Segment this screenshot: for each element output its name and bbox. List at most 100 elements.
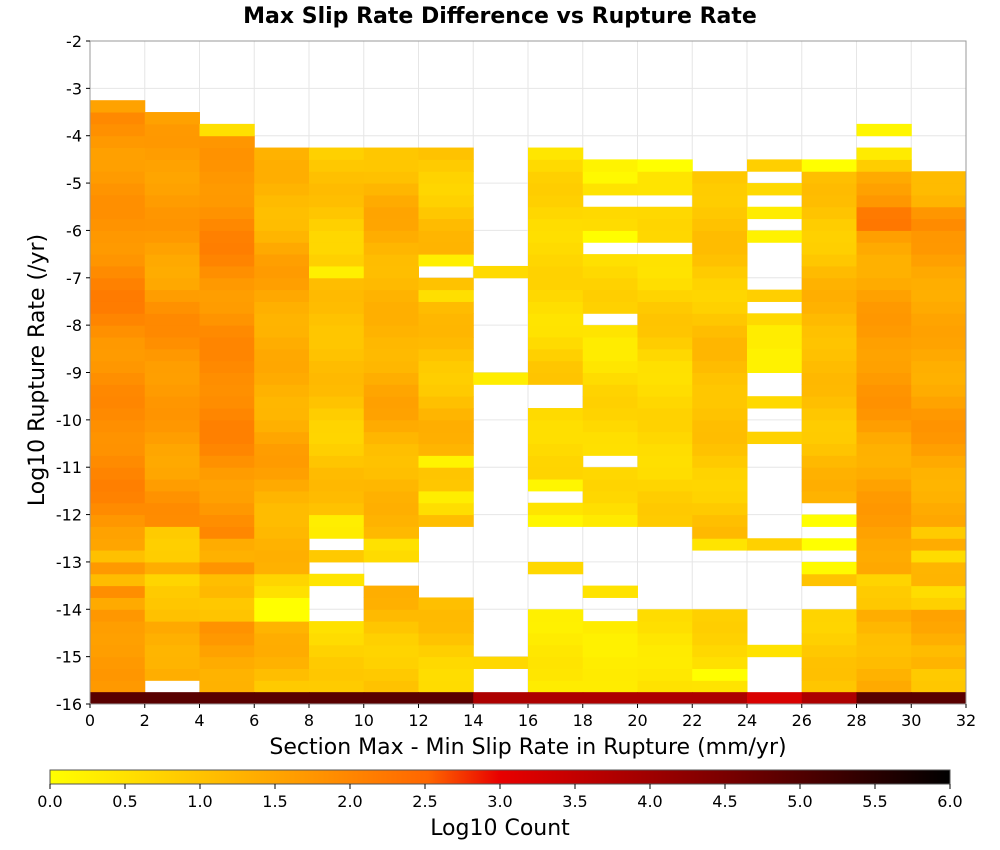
heatmap-cell: [199, 289, 255, 302]
heatmap-cell: [254, 455, 310, 468]
heatmap-cell: [254, 254, 310, 267]
heatmap-cell: [582, 680, 638, 693]
heatmap-cell: [363, 206, 419, 220]
heatmap-cell: [90, 573, 146, 587]
heatmap-cell: [199, 171, 255, 184]
heatmap-cell: [418, 644, 474, 658]
y-tick-label: -9: [66, 364, 82, 383]
heatmap-cell: [144, 348, 200, 362]
heatmap-cell: [692, 609, 748, 622]
heatmap-cell: [747, 538, 803, 551]
heatmap-cell: [418, 431, 474, 445]
heatmap-cell: [582, 336, 638, 350]
heatmap-cell: [801, 159, 857, 172]
heatmap-cell: [692, 632, 748, 646]
heatmap-cell: [801, 573, 857, 587]
heatmap-cell: [582, 384, 638, 397]
heatmap-cell: [144, 668, 200, 681]
heatmap-cell: [199, 408, 255, 421]
heatmap-cell: [90, 585, 146, 598]
heatmap-cell: [856, 171, 912, 184]
heatmap-cell: [528, 680, 584, 693]
heatmap-cell: [254, 609, 310, 622]
heatmap-cell: [144, 159, 200, 172]
heatmap-cell: [856, 632, 912, 646]
heatmap-cell: [199, 301, 255, 314]
heatmap-cell: [144, 443, 200, 456]
heatmap-cell: [90, 336, 146, 350]
heatmap-cell: [144, 419, 200, 433]
heatmap-cell: [90, 135, 146, 149]
heatmap-cell: [801, 313, 857, 326]
heatmap-cell: [582, 171, 638, 184]
heatmap-cell-floor: [363, 692, 419, 704]
heatmap-cell: [801, 372, 857, 385]
heatmap-cell: [582, 396, 638, 409]
heatmap-cell: [692, 680, 748, 693]
heatmap-cell: [254, 289, 310, 302]
heatmap-cell: [856, 597, 912, 610]
heatmap-cell: [144, 396, 200, 409]
heatmap-cell: [363, 550, 419, 563]
heatmap-cell: [309, 242, 365, 255]
heatmap-cell: [309, 490, 365, 504]
heatmap-cell: [528, 514, 584, 527]
heatmap-cell: [528, 313, 584, 326]
heatmap-cell: [144, 408, 200, 421]
heatmap-cell: [747, 348, 803, 373]
heatmap-cell: [637, 171, 693, 184]
heatmap-cell: [199, 550, 255, 563]
heatmap-cell: [528, 360, 584, 373]
heatmap-cell: [144, 573, 200, 587]
heatmap-cell: [582, 644, 638, 658]
heatmap-cell: [90, 183, 146, 196]
heatmap-cell: [911, 301, 967, 314]
heatmap-cell: [363, 242, 419, 255]
heatmap-cell: [418, 336, 474, 350]
heatmap-cell: [911, 455, 967, 468]
heatmap-cell: [254, 171, 310, 184]
x-tick-label: 32: [956, 711, 976, 730]
heatmap-cell: [637, 313, 693, 326]
heatmap-cell: [309, 289, 365, 302]
heatmap-cell: [199, 538, 255, 551]
heatmap-cell: [363, 372, 419, 385]
heatmap-cell: [692, 419, 748, 433]
heatmap-cell: [856, 550, 912, 563]
heatmap-cell: [911, 680, 967, 693]
heatmap-cell: [528, 289, 584, 302]
heatmap-cell: [801, 277, 857, 291]
heatmap-cell: [199, 526, 255, 539]
y-tick-label: -10: [56, 411, 82, 430]
colorbar-tick-label: 2.0: [337, 792, 362, 811]
heatmap-cell: [254, 502, 310, 516]
heatmap-cell: [856, 455, 912, 468]
heatmap-cell: [637, 490, 693, 504]
heatmap-cell: [801, 301, 857, 314]
heatmap-cell: [911, 325, 967, 338]
y-tick-label: -11: [56, 458, 82, 477]
heatmap-cell: [199, 147, 255, 160]
heatmap-cell: [418, 277, 474, 291]
heatmap-cell: [199, 479, 255, 492]
heatmap-cell: [199, 265, 255, 279]
heatmap-cell: [90, 242, 146, 255]
heatmap-cell: [801, 479, 857, 492]
heatmap-cell-floor: [911, 692, 967, 704]
heatmap-cell: [90, 147, 146, 160]
heatmap-cell: [199, 644, 255, 658]
heatmap-cell: [856, 218, 912, 231]
heatmap-cell: [363, 621, 419, 634]
heatmap-cell: [528, 408, 584, 421]
heatmap-cell: [309, 360, 365, 373]
heatmap-cell: [418, 372, 474, 385]
heatmap-cell: [856, 206, 912, 220]
heatmap-cell: [418, 656, 474, 669]
heatmap-cell: [144, 230, 200, 243]
heatmap-cell: [418, 443, 474, 456]
heatmap-cell: [582, 585, 638, 598]
heatmap-cell: [911, 538, 967, 551]
heatmap-cell: [911, 289, 967, 302]
colorbar-tick-label: 1.5: [262, 792, 287, 811]
heatmap-cell-floor: [254, 692, 310, 704]
